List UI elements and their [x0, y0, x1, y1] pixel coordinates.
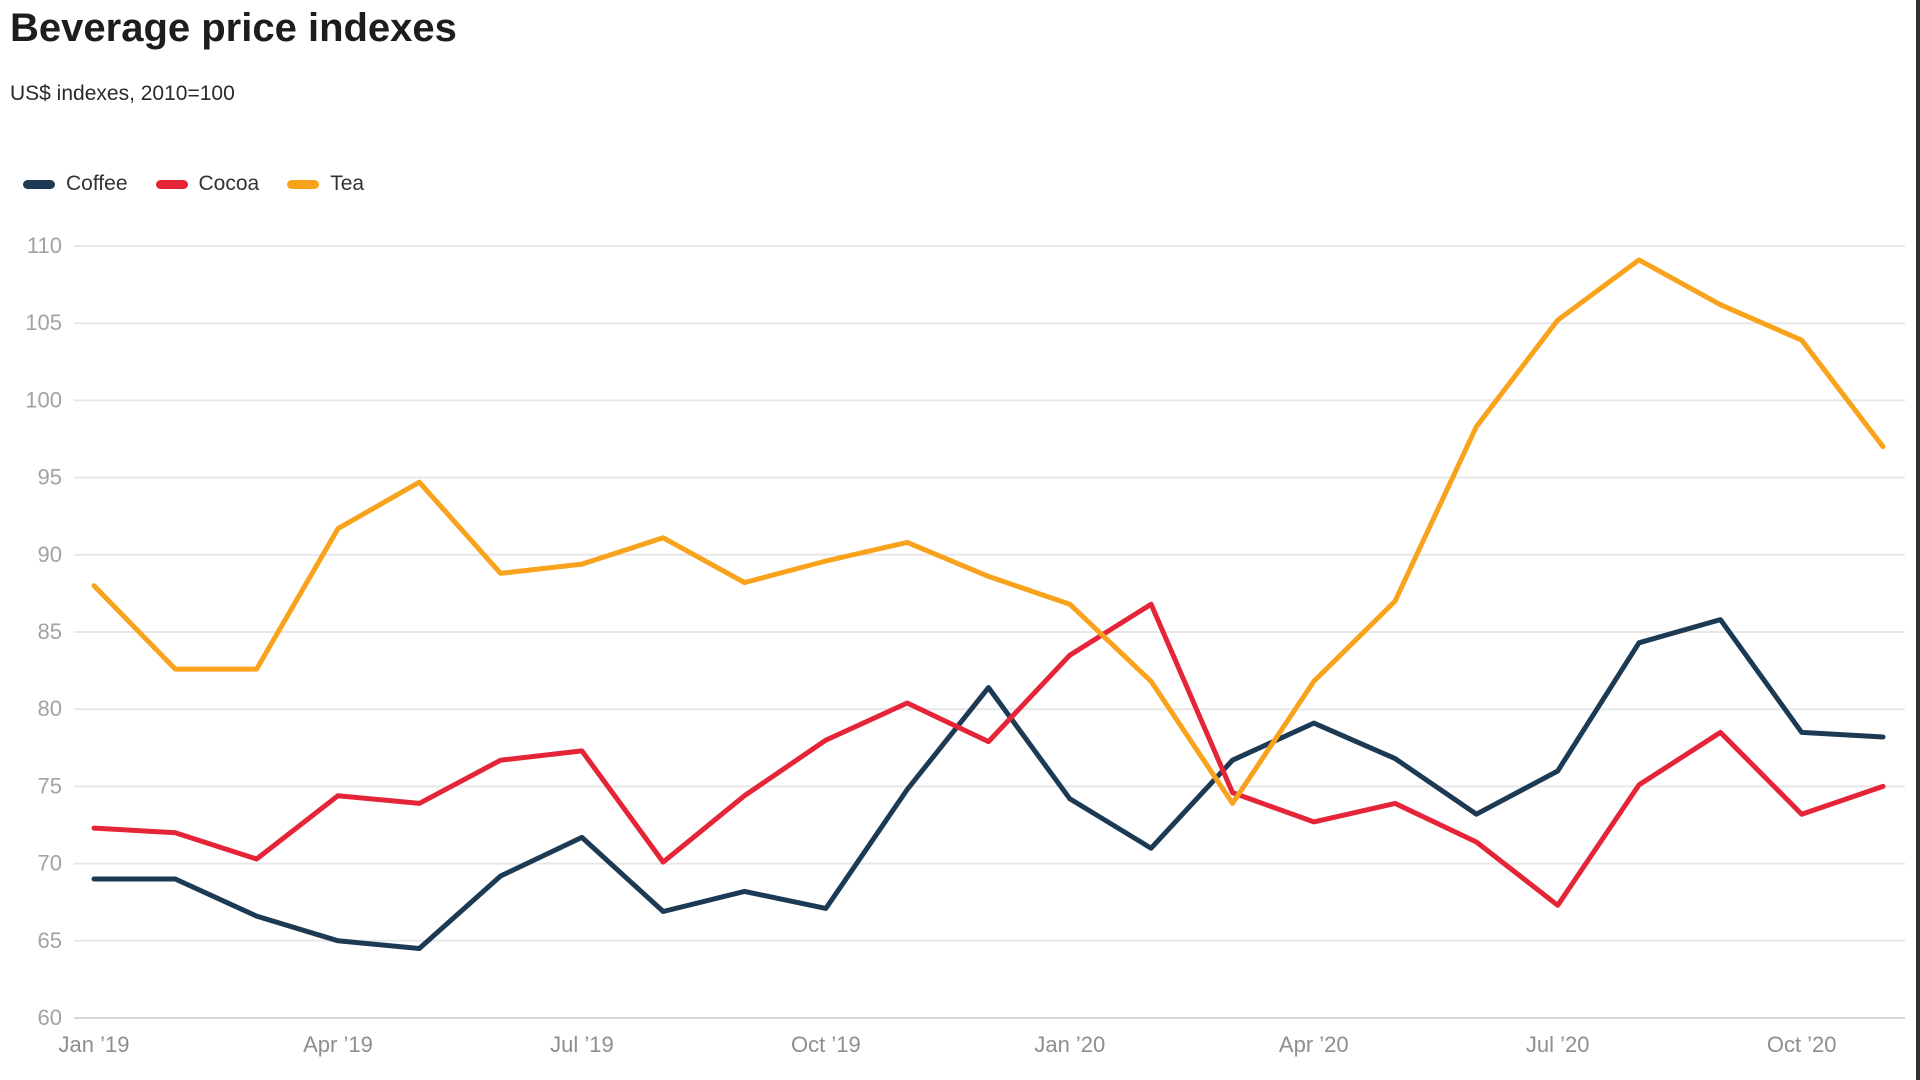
y-axis-label-100: 100: [25, 387, 62, 412]
chart-subtitle: US$ indexes, 2010=100: [10, 82, 235, 105]
x-axis-label-1: Jan ’19: [59, 1032, 130, 1057]
chart-title: Beverage price indexes: [10, 6, 457, 50]
y-axis-label-110: 110: [27, 233, 62, 258]
y-axis-label-85: 85: [38, 619, 62, 644]
series-line-tea[interactable]: [91, 257, 1886, 806]
legend-label-tea: Tea: [330, 172, 365, 195]
y-axis-label-60: 60: [38, 1005, 62, 1030]
x-axis-label-6: Apr ’20: [1279, 1032, 1349, 1057]
y-axis-label-65: 65: [38, 928, 62, 953]
legend-label-coffee: Coffee: [66, 172, 128, 195]
series-line-coffee[interactable]: [91, 617, 1886, 951]
legend: Coffee Cocoa Tea: [23, 172, 392, 196]
x-axis-label-7: Jul ’20: [1526, 1032, 1590, 1057]
x-axis-label-2: Apr ’19: [303, 1032, 373, 1057]
y-axis-label-90: 90: [38, 542, 62, 567]
tea-swatch-icon: [287, 179, 320, 189]
coffee-swatch-icon: [23, 179, 55, 189]
x-axis-label-3: Jul ’19: [550, 1032, 614, 1057]
window-edge: [1916, 0, 1920, 1080]
legend-label-cocoa: Cocoa: [198, 172, 260, 195]
legend-item-coffee[interactable]: Coffee: [23, 172, 128, 196]
cocoa-swatch-icon: [155, 179, 188, 189]
x-axis-label-5: Jan ’20: [1034, 1032, 1105, 1057]
series-line-cocoa[interactable]: [91, 601, 1886, 908]
y-axis-label-75: 75: [38, 773, 62, 798]
legend-item-cocoa[interactable]: Cocoa: [155, 172, 260, 196]
y-axis-label-105: 105: [25, 310, 62, 335]
x-axis-label-4: Oct ’19: [791, 1032, 861, 1057]
y-axis-label-80: 80: [38, 696, 62, 721]
legend-item-tea[interactable]: Tea: [287, 172, 364, 196]
x-axis-label-8: Oct ’20: [1767, 1032, 1837, 1057]
y-axis-label-95: 95: [38, 465, 62, 490]
y-axis-label-70: 70: [38, 851, 62, 876]
